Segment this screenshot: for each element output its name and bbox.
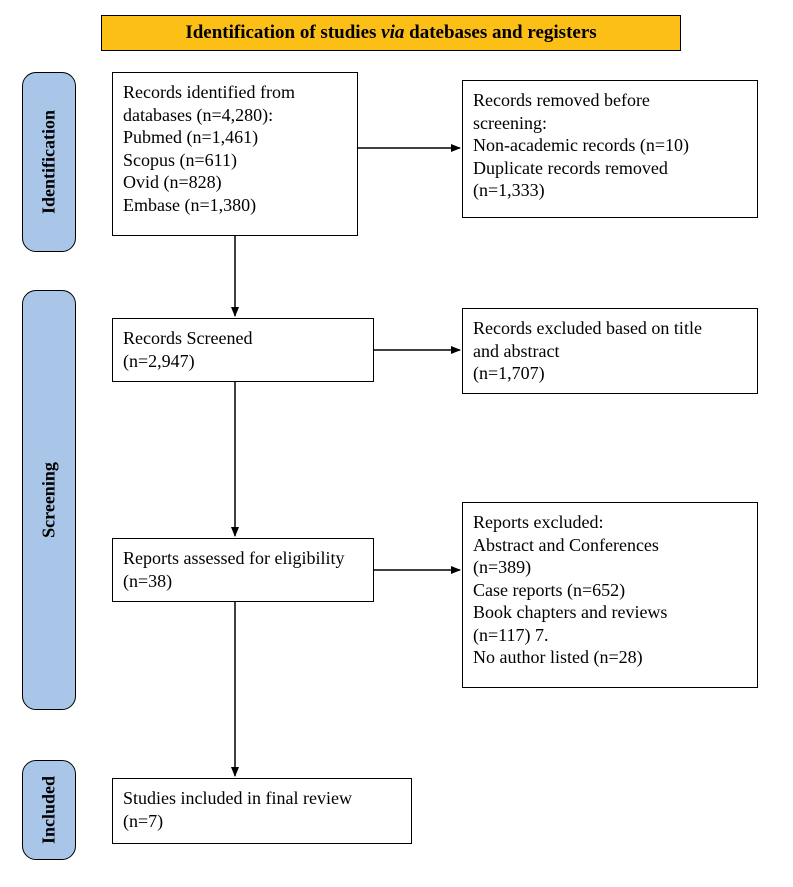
line: Records Screened [123,327,363,350]
title-suffix: datebases and registers [404,22,596,43]
flowchart-canvas: Identification of studies via datebases … [0,0,793,887]
box-studies-included: Studies included in final review (n=7) [112,778,412,844]
line: Ovid (n=828) [123,171,347,194]
line: Reports excluded: [473,511,747,534]
line: Records identified from [123,81,347,104]
line: Reports assessed for eligibility [123,547,363,570]
line: Pubmed (n=1,461) [123,126,347,149]
box-reports-excluded: Reports excluded: Abstract and Conferenc… [462,502,758,688]
line: Non-academic records (n=10) [473,134,747,157]
line: (n=117) 7. [473,624,747,647]
line: (n=389) [473,556,747,579]
line: Records excluded based on title [473,317,747,340]
side-label-identification-text: Identification [39,110,60,214]
line: Book chapters and reviews [473,601,747,624]
line: Embase (n=1,380) [123,194,347,217]
box-records-identified: Records identified from databases (n=4,2… [112,72,358,236]
title-banner: Identification of studies via datebases … [101,15,681,51]
line: databases (n=4,280): [123,104,347,127]
line: Abstract and Conferences [473,534,747,557]
line: Case reports (n=652) [473,579,747,602]
line: No author listed (n=28) [473,646,747,669]
line: (n=2,947) [123,350,363,373]
side-label-identification: Identification [22,72,76,252]
box-records-screened: Records Screened (n=2,947) [112,318,374,382]
line: Duplicate records removed [473,157,747,180]
box-records-excluded-title-abstract: Records excluded based on title and abst… [462,308,758,394]
line: (n=1,707) [473,362,747,385]
title-prefix: Identification of studies [185,22,381,43]
box-reports-assessed: Reports assessed for eligibility (n=38) [112,538,374,602]
line: (n=7) [123,810,401,833]
line: screening: [473,112,747,135]
side-label-included-text: Included [39,776,60,844]
side-label-screening-text: Screening [39,462,60,538]
line: (n=1,333) [473,179,747,202]
box-records-removed: Records removed before screening: Non-ac… [462,80,758,218]
title-via: via [381,22,404,43]
line: Scopus (n=611) [123,149,347,172]
side-label-included: Included [22,760,76,860]
line: Studies included in final review [123,787,401,810]
line: (n=38) [123,570,363,593]
line: Records removed before [473,89,747,112]
side-label-screening: Screening [22,290,76,710]
line: and abstract [473,340,747,363]
